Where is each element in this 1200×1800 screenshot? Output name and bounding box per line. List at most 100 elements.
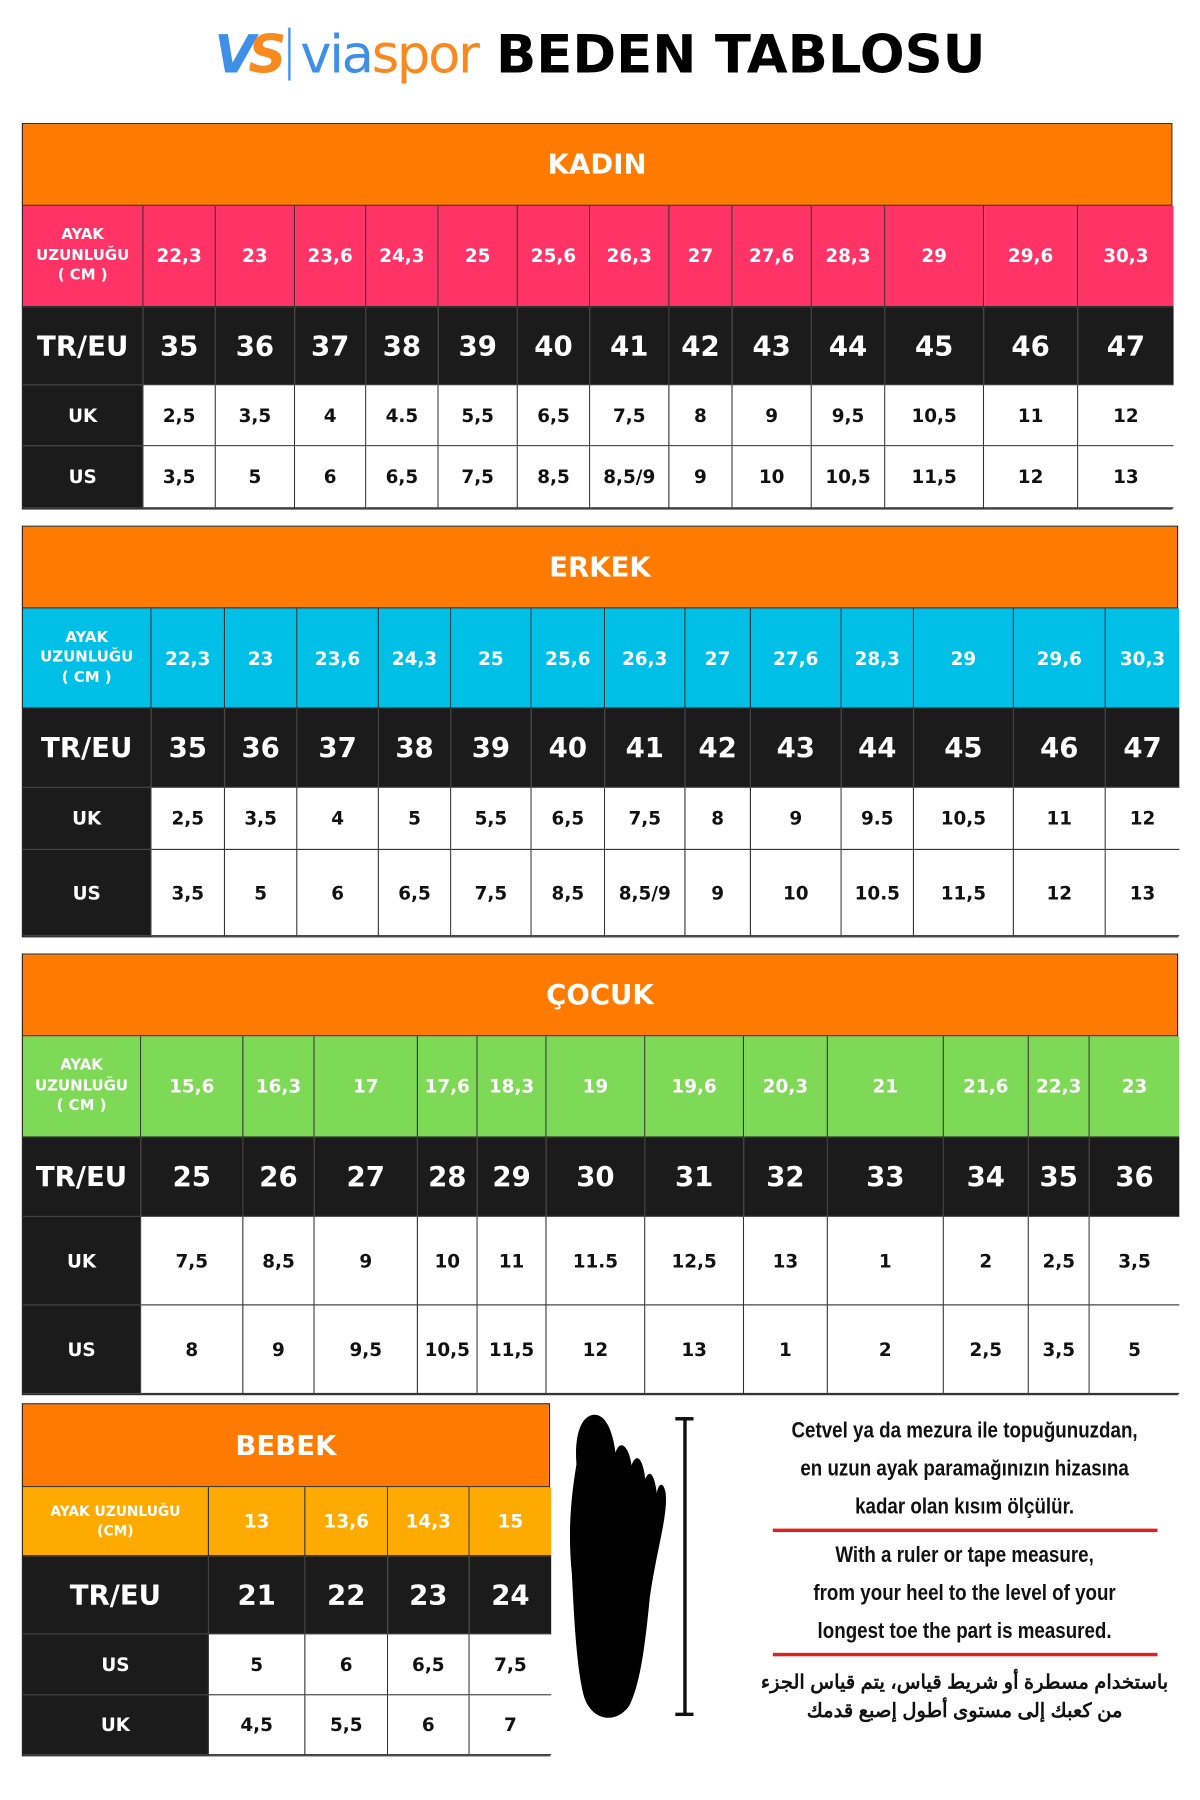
size-cell: 13 bbox=[645, 1305, 745, 1395]
size-cell: 12 bbox=[546, 1305, 646, 1395]
size-cell: 46 bbox=[1013, 708, 1106, 788]
size-cell: 15,6 bbox=[141, 1036, 244, 1138]
size-cell: 13 bbox=[208, 1487, 306, 1557]
size-cell: 43 bbox=[732, 307, 812, 386]
size-cell: 8 bbox=[685, 787, 751, 850]
size-table-cocuk: ÇOCUK AYAK UZUNLUĞU ( CM ) 15,6 16,3 17 17,6 1… bbox=[21, 953, 1180, 1396]
instruction-en-line: from your heel to the level of your bbox=[813, 1581, 1116, 1606]
size-cell: 2 bbox=[943, 1216, 1029, 1306]
size-cell: 43 bbox=[750, 708, 842, 788]
size-cell: 26 bbox=[243, 1137, 315, 1217]
row-label: US bbox=[22, 1634, 209, 1696]
size-table-kadin: KADIN AYAK UZUNLUĞU ( CM ) 22,3 23 23,6 24,3 2… bbox=[21, 123, 1174, 510]
size-cell: 25,6 bbox=[517, 205, 591, 308]
instruction-ar: باستخدام مسطرة أو شريط قياس، يتم قياس ال… bbox=[735, 1668, 1194, 1726]
size-cell: 2,5 bbox=[151, 787, 226, 850]
size-cell: 22,3 bbox=[151, 608, 226, 709]
size-cell: 9 bbox=[685, 849, 751, 937]
instruction-en-line: longest toe the part is measured. bbox=[817, 1619, 1112, 1644]
size-cell: 6 bbox=[297, 849, 379, 937]
size-cell: 34 bbox=[943, 1137, 1029, 1217]
size-cell: 24 bbox=[469, 1556, 552, 1635]
instruction-en-line: With a ruler or tape measure, bbox=[835, 1543, 1094, 1568]
size-cell: 27 bbox=[314, 1137, 418, 1217]
size-cell: 41 bbox=[590, 307, 670, 386]
size-cell: 3,5 bbox=[151, 849, 226, 937]
size-cell: 11 bbox=[477, 1216, 547, 1306]
size-cell: 36 bbox=[1089, 1137, 1180, 1217]
size-cell: 25 bbox=[451, 608, 532, 709]
size-cell: 17,6 bbox=[417, 1036, 478, 1138]
size-cell: 6 bbox=[305, 1634, 389, 1696]
size-cell: 22,3 bbox=[1028, 1036, 1090, 1138]
size-cell: 9,5 bbox=[314, 1305, 418, 1395]
size-cell: 29 bbox=[885, 205, 985, 308]
size-cell: 27 bbox=[685, 608, 751, 709]
size-cell: 27 bbox=[669, 205, 733, 308]
row-label: UK bbox=[22, 787, 152, 850]
size-cell: 7 bbox=[469, 1695, 552, 1756]
size-cell: 9,5 bbox=[811, 385, 886, 447]
table-row-tr-eu: TR/EU 35 36 37 38 39 40 41 42 43 44 45 46 47 bbox=[22, 708, 1180, 788]
size-cell: 15 bbox=[469, 1487, 552, 1557]
size-cell: 4 bbox=[295, 385, 367, 447]
size-cell: 45 bbox=[885, 307, 985, 386]
size-cell: 26,3 bbox=[590, 205, 670, 308]
size-cell: 30,3 bbox=[1078, 205, 1174, 308]
size-cell: 28 bbox=[417, 1137, 478, 1217]
size-cell: 23 bbox=[215, 205, 296, 308]
size-cell: 9 bbox=[314, 1216, 418, 1306]
size-cell: 5 bbox=[1089, 1305, 1180, 1395]
table-row-foot-length: AYAK UZUNLUĞU ( CM ) 15,6 16,3 17 17,6 18,3 19… bbox=[22, 1036, 1180, 1138]
size-cell: 2 bbox=[827, 1305, 944, 1395]
measurement-instructions: Cetvel ya da mezura ile topuğunuzdan, en… bbox=[735, 1412, 1194, 1725]
size-cell: 12 bbox=[984, 446, 1079, 509]
size-cell: 25 bbox=[141, 1137, 244, 1217]
size-cell: 25 bbox=[438, 205, 518, 308]
foot-silhouette-icon bbox=[569, 1414, 667, 1718]
size-cell: 9 bbox=[750, 787, 842, 850]
row-label: TR/EU bbox=[22, 1556, 209, 1635]
size-cell: 9 bbox=[732, 385, 812, 447]
size-cell: 42 bbox=[685, 708, 751, 788]
size-cell: 6 bbox=[295, 446, 367, 509]
size-cell: 10.5 bbox=[841, 849, 915, 937]
table-row-tr-eu: TR/EU 35 36 37 38 39 40 41 42 43 44 45 46 47 bbox=[22, 307, 1174, 386]
size-cell: 7,5 bbox=[141, 1216, 244, 1306]
size-cell: 6 bbox=[388, 1695, 470, 1756]
size-cell: 7,5 bbox=[438, 446, 518, 509]
size-cell: 25,6 bbox=[531, 608, 606, 709]
size-cell: 47 bbox=[1105, 708, 1180, 788]
size-cell: 31 bbox=[645, 1137, 745, 1217]
size-cell: 22,3 bbox=[143, 205, 216, 308]
size-cell: 13 bbox=[1078, 446, 1174, 509]
measure-ruler-icon bbox=[675, 1417, 694, 1717]
size-cell: 42 bbox=[669, 307, 733, 386]
size-cell: 9.5 bbox=[841, 787, 915, 850]
table-row-foot-length: AYAK UZUNLUĞU ( CM ) 22,3 23 23,6 24,3 25 25,6… bbox=[22, 608, 1180, 709]
size-cell: 35 bbox=[1028, 1137, 1090, 1217]
brand-name: viaspor bbox=[300, 23, 480, 86]
size-cell: 20,3 bbox=[744, 1036, 828, 1138]
size-cell: 38 bbox=[378, 708, 452, 788]
size-cell: 40 bbox=[517, 307, 591, 386]
row-label: US bbox=[22, 849, 152, 937]
row-label: US bbox=[22, 446, 144, 509]
size-cell: 39 bbox=[451, 708, 532, 788]
size-cell: 47 bbox=[1078, 307, 1174, 386]
size-cell: 2,5 bbox=[943, 1305, 1029, 1395]
size-cell: 1 bbox=[827, 1216, 944, 1306]
size-cell: 23,6 bbox=[297, 608, 379, 709]
instruction-tr-line: kadar olan kısım ölçülür. bbox=[855, 1495, 1075, 1520]
size-cell: 11 bbox=[1013, 787, 1106, 850]
size-cell: 45 bbox=[914, 708, 1014, 788]
size-cell: 22 bbox=[305, 1556, 389, 1635]
size-cell: 13 bbox=[744, 1216, 828, 1306]
size-table-bebek: BEBEK AYAK UZUNLUĞU (CM) 13 13,6 14,3 15 TR/EU… bbox=[21, 1403, 552, 1757]
size-cell: 27,6 bbox=[750, 608, 842, 709]
size-cell: 2,5 bbox=[143, 385, 216, 447]
size-cell: 7,5 bbox=[469, 1634, 552, 1696]
size-cell: 27,6 bbox=[732, 205, 812, 308]
size-cell: 21 bbox=[827, 1036, 944, 1138]
size-cell: 33 bbox=[827, 1137, 944, 1217]
